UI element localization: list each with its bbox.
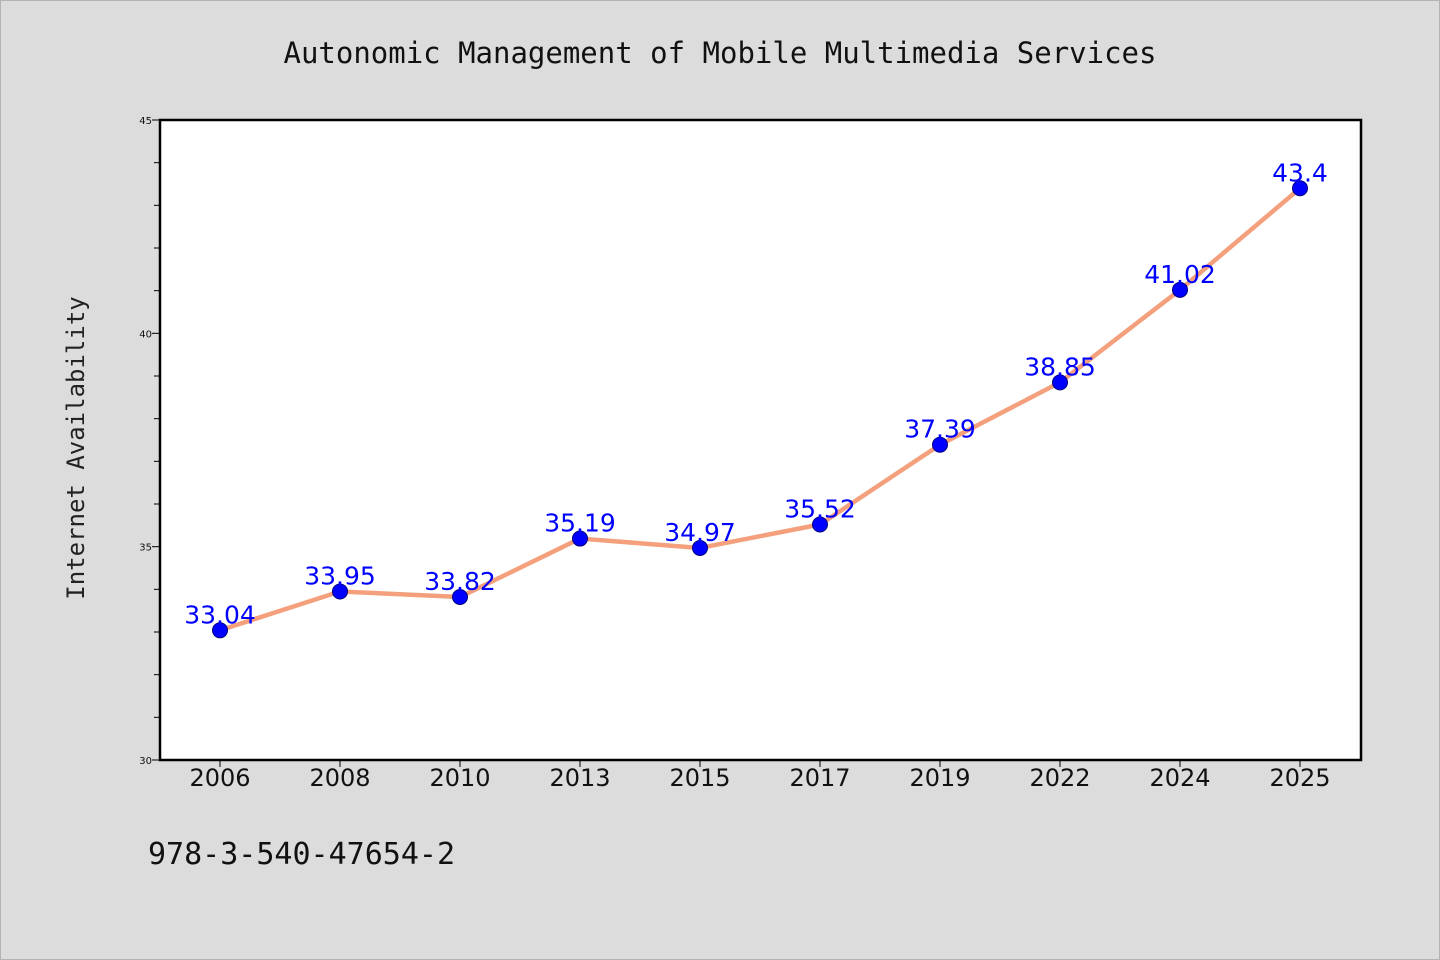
data-label: 43.4 (1272, 158, 1328, 187)
x-tick-label: 2019 (909, 764, 970, 792)
x-tick-label: 2008 (309, 764, 370, 792)
data-label: 35.52 (784, 494, 856, 523)
x-tick-label: 2013 (549, 764, 610, 792)
data-point (1292, 180, 1308, 197)
y-axis-label: Internet Availability (62, 296, 90, 599)
data-label: 33.04 (184, 600, 256, 629)
data-point (572, 530, 588, 547)
chart-title: Autonomic Management of Mobile Multimedi… (284, 36, 1157, 70)
data-label-layer: 33.04 33.95 33.82 35.19 34.97 35.52 37.39 38.85… (184, 158, 1328, 629)
data-point (1052, 374, 1068, 391)
y-tick-label: 35 (139, 543, 152, 554)
data-label: 41.02 (1144, 260, 1216, 289)
data-label: 34.97 (664, 518, 736, 547)
data-point (812, 516, 828, 533)
footer-isbn: 978-3-540-47654-2 (148, 837, 455, 872)
x-tick-label: 2022 (1029, 764, 1090, 792)
data-point (932, 436, 948, 453)
x-tick-label: 2024 (1149, 764, 1210, 792)
series-line (217, 186, 1303, 633)
data-point (452, 589, 468, 606)
data-point (212, 622, 228, 639)
data-label: 38.85 (1024, 352, 1096, 381)
data-label: 35.19 (544, 509, 616, 538)
x-axis: 2006 2008 2010 2013 2015 2017 2019 2022 2024 2025 (189, 760, 1331, 792)
x-tick-label: 2017 (789, 764, 850, 792)
series-layer (212, 180, 1308, 639)
y-tick-label: 40 (139, 329, 152, 340)
data-point (692, 539, 708, 556)
plot-area (160, 120, 1361, 760)
data-point (1172, 281, 1188, 298)
x-tick-label: 2010 (429, 764, 490, 792)
y-tick-label: 45 (139, 116, 152, 127)
x-tick-label: 2025 (1269, 764, 1330, 792)
x-tick-label: 2015 (669, 764, 730, 792)
data-point (332, 583, 348, 600)
data-label: 37.39 (904, 415, 976, 444)
data-label: 33.82 (424, 567, 496, 596)
x-tick-label: 2006 (189, 764, 250, 792)
y-tick-label: 30 (139, 756, 152, 767)
data-label: 33.95 (304, 561, 376, 590)
plot-border (158, 118, 1363, 762)
y-axis: 30 35 40 45 (139, 116, 160, 767)
